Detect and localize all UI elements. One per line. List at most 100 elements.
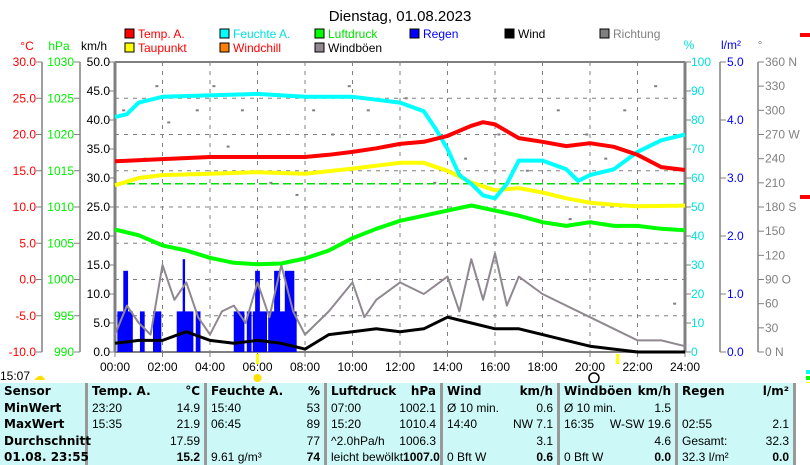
- table-cell: Windböen: [564, 384, 632, 398]
- table-cell: km/h: [637, 384, 671, 398]
- wind-direction-point: [212, 85, 216, 88]
- wind-direction-point: [433, 181, 437, 184]
- wind-tick-label: 50.0: [87, 55, 111, 69]
- pressure-tick-label: 995: [54, 309, 74, 323]
- table-row: 32.3 l/m² 0.0: [682, 449, 789, 465]
- direction-tick-label: 270 W: [765, 128, 800, 142]
- axes: °C 30.0 25.0 20.0 15.0 10.0 5.0 0.0 -5.0 -10.0 hPa…: [9, 38, 801, 359]
- rain-tick-label: 2.0: [727, 229, 744, 243]
- wind-axis-title: km/h: [81, 39, 107, 53]
- wind-direction-point: [155, 85, 159, 88]
- table-column: Windböen km/h Ø 10 min. 1.5 16:35 W-SW 19.6 4.…: [560, 383, 678, 465]
- table-row: 16:35 W-SW 19.6: [564, 416, 671, 433]
- table-row: 07:00 1002.1: [331, 400, 436, 417]
- table-cell: ^2.0hPa/h: [331, 433, 385, 448]
- x-tick-label: 02:00: [147, 360, 177, 374]
- table-row: Windböen km/h: [564, 383, 671, 400]
- humidity-tick-label: 30: [691, 258, 705, 272]
- table-column: Temp. A. °C 23:20 14.9 15:35 21.9 17.59 15.2: [88, 383, 207, 465]
- humidity-tick-label: 90: [691, 84, 705, 98]
- wind-direction-point: [347, 85, 351, 88]
- table-row: 17.59: [92, 433, 200, 450]
- table-row: 15:20 1010.4: [331, 416, 436, 433]
- series-temp-a-: [114, 120, 686, 172]
- humidity-tick-label: 0: [691, 345, 698, 359]
- humidity-tick-label: 100: [691, 55, 711, 69]
- rain-tick-label: 4.0: [727, 113, 744, 127]
- direction-tick-label: 0 N: [765, 345, 784, 359]
- legend-swatch: [599, 28, 610, 39]
- humidity-tick-label: 80: [691, 113, 705, 127]
- wind-direction-point: [167, 121, 171, 124]
- rain-bar: [284, 270, 295, 352]
- wind-direction-point: [295, 193, 299, 196]
- table-cell: 0 Bft W: [447, 450, 487, 464]
- wind-tick-label: 25.0: [87, 200, 111, 214]
- cloud-icon: ☁: [33, 369, 46, 383]
- series-luftdruck: [114, 203, 686, 267]
- table-cell: 1010.4: [399, 417, 436, 431]
- table-cell: Regen: [682, 384, 725, 398]
- table-cell: 53: [306, 400, 320, 415]
- temp-tick-label: 10.0: [13, 200, 37, 214]
- next-chart-fragment: [800, 195, 810, 199]
- temp-tick-label: -5.0: [15, 309, 36, 323]
- table-cell: 01.08. 23:55: [4, 450, 89, 464]
- direction-tick-label: 330: [765, 79, 785, 93]
- humidity-tick-label: 40: [691, 229, 705, 243]
- table-cell: 15:20: [331, 417, 362, 431]
- legend-label: Windchill: [233, 41, 281, 55]
- table-cell: W-SW 19.6: [609, 417, 671, 431]
- temp-tick-label: -10.0: [9, 345, 37, 359]
- next-chart-fragment: [806, 376, 810, 380]
- table-row: 4.6: [564, 433, 671, 450]
- table-row: 9.61 g/m³ 74: [211, 449, 320, 465]
- wind-tick-label: 45.0: [87, 84, 111, 98]
- humidity-tick-label: 70: [691, 142, 705, 156]
- pressure-tick-label: 1030: [47, 55, 74, 69]
- legend: Temp. A. Feuchte A. Luftdruck Regen Wind Rich…: [124, 27, 660, 55]
- series-windböen: [114, 252, 686, 348]
- wind-direction-point: [623, 109, 627, 112]
- table-row: 14:40 NW 7.1: [447, 416, 553, 433]
- wind-tick-label: 40.0: [87, 113, 111, 127]
- rain-bar: [182, 259, 186, 352]
- legend-label: Feuchte A.: [233, 27, 290, 41]
- table-column: Luftdruck hPa 07:00 1002.1 15:20 1010.4 ^2.0hP…: [327, 383, 443, 465]
- table-cell: Wind: [447, 384, 482, 398]
- table-cell: leicht bewölkt: [331, 450, 404, 464]
- direction-tick-label: 180 S: [765, 200, 796, 214]
- direction-tick-label: 210: [765, 176, 785, 190]
- wind-direction-point: [366, 109, 370, 112]
- wind-tick-label: 15.0: [87, 258, 111, 272]
- time-markers: [253, 33, 810, 383]
- table-row: Temp. A. °C: [92, 383, 200, 400]
- table-row: 23:20 14.9: [92, 400, 200, 417]
- table-cell: 02:55: [682, 417, 713, 431]
- table-cell: 0.6: [536, 400, 553, 415]
- direction-tick-label: 150: [765, 224, 785, 238]
- table-row: 77: [211, 433, 320, 450]
- humidity-axis-title: %: [684, 38, 695, 52]
- direction-tick-label: 120: [765, 248, 785, 262]
- legend-swatch: [219, 42, 230, 53]
- rain-bar: [246, 311, 252, 352]
- table-row: 0 Bft W 0.6: [447, 449, 553, 465]
- table-row: MaxWert: [4, 416, 81, 433]
- legend-swatch: [124, 28, 135, 39]
- rain-tick-label: 3.0: [727, 171, 744, 185]
- legend-swatch: [314, 28, 325, 39]
- wind-direction-point: [195, 109, 199, 112]
- table-column: Regen l/m² 02:55 2.1 Gesamt: 32.3 32.3 l/m² 0.0: [678, 383, 796, 465]
- series-wind: [114, 315, 685, 354]
- direction-tick-label: 90 O: [765, 273, 791, 287]
- next-chart-fragment: [806, 370, 810, 374]
- temp-tick-label: 15.0: [13, 164, 37, 178]
- table-cell: Gesamt:: [682, 433, 728, 448]
- grid: 00:00 02:00 04:00 06:00 08:00 10:00 12:00 14:00…: [100, 61, 700, 374]
- table-row: Luftdruck hPa: [331, 383, 436, 400]
- table-cell: MaxWert: [4, 417, 65, 431]
- table-cell: 0.6: [536, 450, 553, 464]
- wind-tick-label: 35.0: [87, 142, 111, 156]
- temp-tick-label: 30.0: [13, 55, 37, 69]
